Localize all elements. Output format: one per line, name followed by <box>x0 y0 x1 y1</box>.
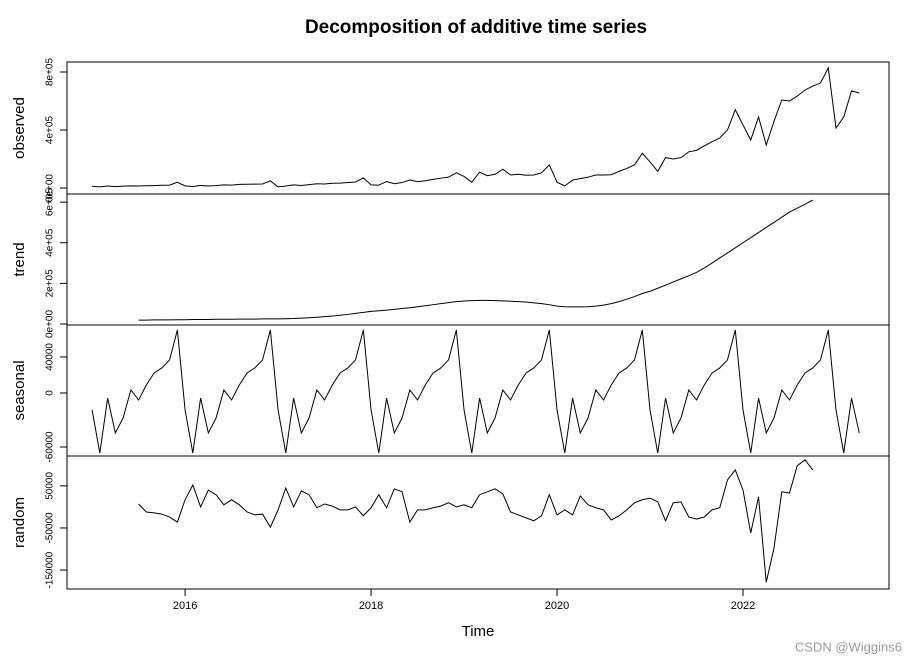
y-tick-label: 0 <box>45 390 56 396</box>
series-line <box>138 199 813 321</box>
y-axis-title: random <box>11 497 28 548</box>
series-line <box>138 459 814 583</box>
x-tick-label: 2016 <box>173 600 197 612</box>
y-tick-label: 8e+05 <box>45 58 56 87</box>
y-tick-label: -60000 <box>45 431 56 463</box>
y-tick-label: 50000 <box>45 472 56 500</box>
y-tick-label: 0e+00 <box>45 310 56 339</box>
panel-frame <box>66 193 890 326</box>
y-tick-label: -150000 <box>45 551 56 588</box>
series-line <box>92 66 860 188</box>
y-tick-label: 0e+00 <box>45 174 56 203</box>
y-axis-title: seasonal <box>11 360 28 420</box>
watermark: CSDN @Wiggins6 <box>795 639 902 654</box>
y-tick-label: 6e+05 <box>45 188 56 217</box>
y-tick-label: 2e+05 <box>45 269 56 298</box>
y-tick-label: -50000 <box>45 512 56 544</box>
y-tick-label: 4e+05 <box>45 228 56 257</box>
series-line <box>91 329 860 454</box>
y-tick-label: 40000 <box>45 343 56 371</box>
y-tick-label: 4e+05 <box>45 116 56 145</box>
x-axis-title: Time <box>462 623 495 640</box>
panel-frame <box>66 455 890 590</box>
y-axis-title: observed <box>11 97 28 159</box>
y-axis-title: trend <box>11 242 28 276</box>
chart-title: Decomposition of additive time series <box>305 17 647 38</box>
x-tick-label: 2022 <box>731 600 755 612</box>
x-tick-label: 2018 <box>359 600 383 612</box>
x-tick-label: 2020 <box>545 600 569 612</box>
